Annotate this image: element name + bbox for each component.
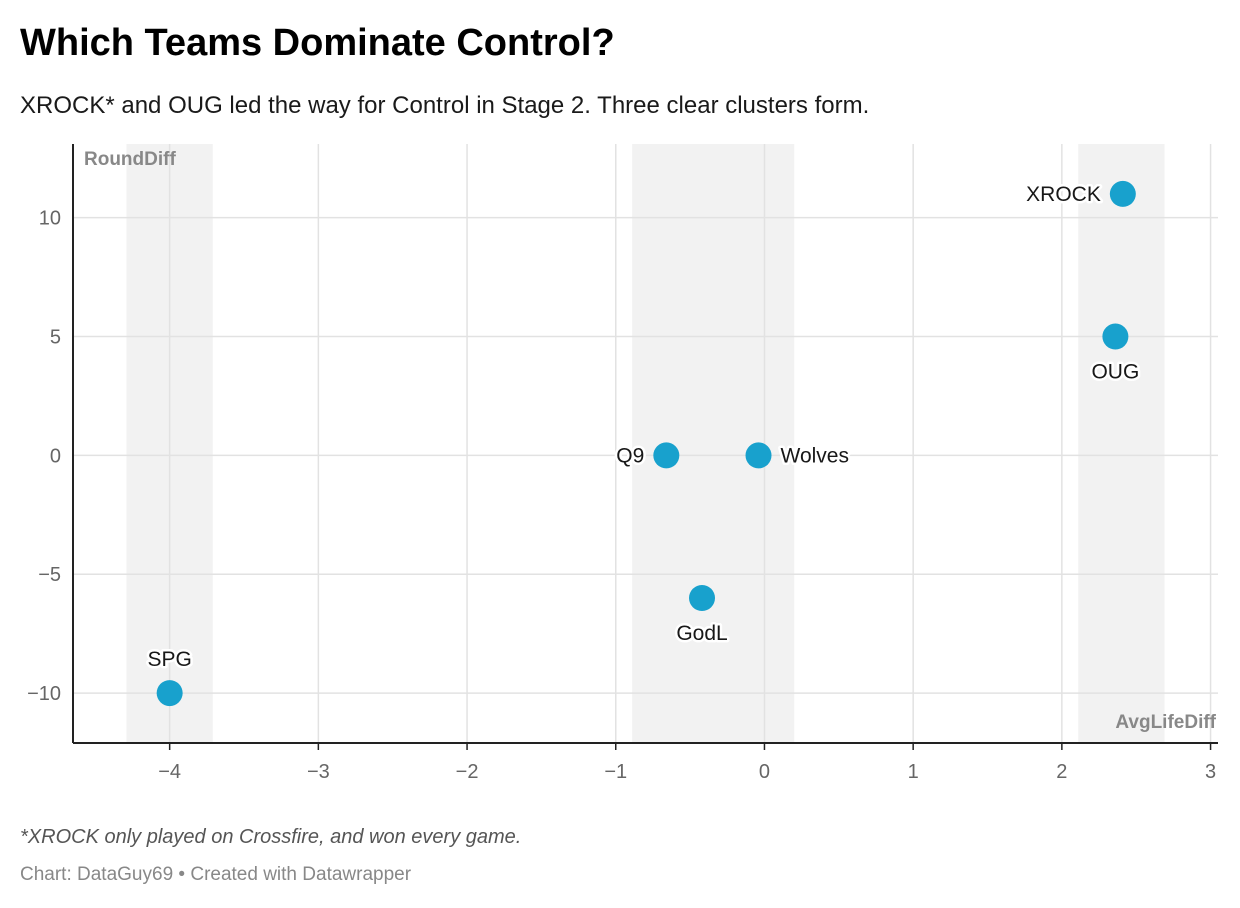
cluster-bands bbox=[126, 144, 1165, 743]
point-q9 bbox=[653, 442, 680, 469]
point-label-q9: Q9 bbox=[616, 444, 644, 467]
x-tick-label: −2 bbox=[456, 761, 479, 783]
y-tick-label: −5 bbox=[38, 564, 61, 586]
y-tick-label: −10 bbox=[27, 683, 61, 705]
point-oug bbox=[1102, 323, 1129, 350]
point-label-spg: SPG bbox=[147, 648, 191, 671]
point-godl bbox=[689, 585, 716, 612]
y-tick-label: 0 bbox=[50, 445, 61, 467]
chart-title: Which Teams Dominate Control? bbox=[20, 22, 615, 64]
point-label-wolves: Wolves bbox=[781, 444, 849, 467]
point-label-oug: OUG bbox=[1091, 361, 1139, 384]
x-axis-title: AvgLifeDiff bbox=[1115, 712, 1216, 733]
x-tick-label: −3 bbox=[307, 761, 330, 783]
point-label-xrock: XROCK bbox=[1026, 183, 1101, 206]
chart-source: Chart: DataGuy69 • Created with Datawrap… bbox=[20, 864, 412, 885]
axes bbox=[72, 144, 1218, 744]
cluster-band-2 bbox=[632, 144, 795, 743]
point-label-godl: GodL bbox=[676, 622, 727, 645]
x-tick-label: −4 bbox=[158, 761, 181, 783]
y-tick-label: 10 bbox=[39, 208, 61, 230]
cluster-band-3 bbox=[1078, 144, 1165, 743]
x-tick-label: −1 bbox=[604, 761, 627, 783]
x-tick-label: 0 bbox=[759, 761, 770, 783]
x-tick-label: 2 bbox=[1056, 761, 1067, 783]
grid-lines bbox=[73, 144, 1218, 743]
x-tick-label: 1 bbox=[908, 761, 919, 783]
x-tick-label: 3 bbox=[1205, 761, 1216, 783]
y-axis-title: RoundDiff bbox=[84, 149, 176, 170]
data-points: XROCK OUG Q9 Wolves GodL SPG bbox=[145, 180, 1142, 707]
point-spg bbox=[156, 680, 183, 707]
chart-subtitle: XROCK* and OUG led the way for Control i… bbox=[20, 92, 870, 119]
chart-footnote: *XROCK only played on Crossfire, and won… bbox=[20, 826, 522, 848]
y-tick-label: 5 bbox=[50, 327, 61, 349]
point-wolves bbox=[745, 442, 772, 469]
point-xrock bbox=[1109, 180, 1136, 207]
